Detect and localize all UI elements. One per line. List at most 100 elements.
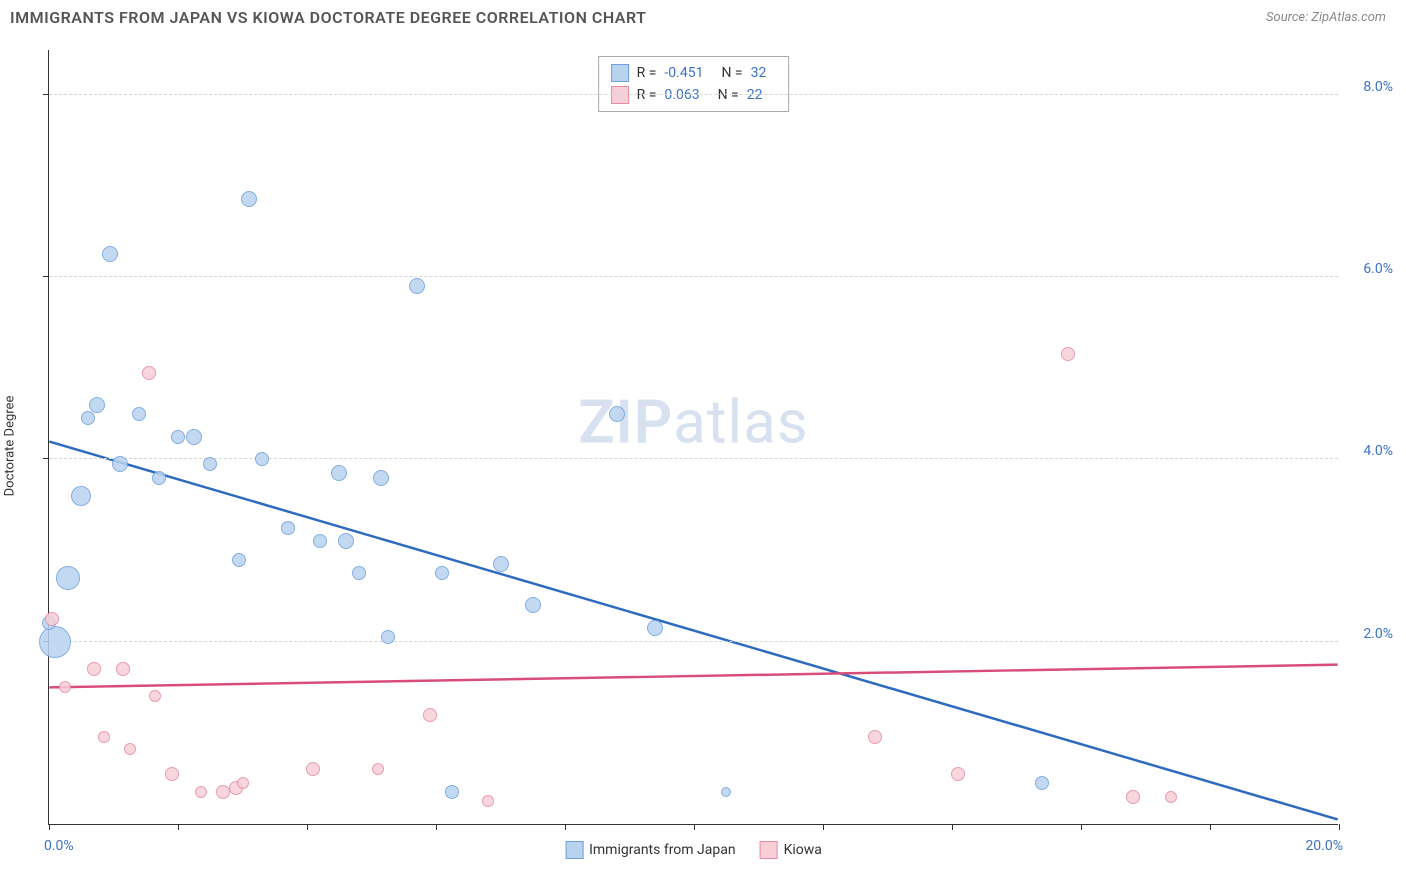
legend-label-1: Kiowa — [784, 842, 822, 858]
x-axis-max-label: 20.0% — [1305, 838, 1343, 854]
legend-r-val-1: 0.063 — [664, 87, 699, 103]
watermark-atlas: atlas — [673, 386, 808, 457]
scatter-point — [132, 407, 146, 421]
scatter-point — [1126, 790, 1140, 804]
scatter-point — [149, 690, 161, 702]
legend-item-0: Immigrants from Japan — [565, 841, 735, 859]
scatter-point — [89, 397, 105, 413]
scatter-chart: ZIPatlas R = -0.451 N = 32 R = 0.063 N =… — [48, 50, 1338, 825]
scatter-point — [306, 762, 320, 776]
y-axis-label: Doctorate Degree — [3, 396, 18, 497]
scatter-point — [409, 278, 425, 294]
scatter-point — [381, 630, 395, 644]
scatter-point — [171, 430, 185, 444]
scatter-point — [951, 767, 965, 781]
legend-swatch-series-1 — [611, 86, 629, 104]
legend-label-0: Immigrants from Japan — [589, 842, 735, 858]
legend-n-val-0: 32 — [751, 65, 767, 81]
scatter-point — [868, 730, 882, 744]
scatter-point — [152, 471, 166, 485]
scatter-point — [647, 620, 663, 636]
header: IMMIGRANTS FROM JAPAN VS KIOWA DOCTORATE… — [0, 0, 1406, 35]
x-axis-min-label: 0.0% — [44, 838, 74, 854]
y-tick-label: 6.0% — [1343, 261, 1393, 277]
scatter-point — [482, 795, 494, 807]
legend-r-label: R = — [637, 65, 657, 81]
scatter-point — [609, 406, 625, 422]
scatter-point — [81, 411, 95, 425]
scatter-point — [352, 566, 366, 580]
scatter-point — [435, 566, 449, 580]
scatter-point — [71, 486, 91, 506]
x-tick-mark — [436, 824, 437, 830]
legend-swatch-icon — [760, 841, 778, 859]
scatter-point — [372, 763, 384, 775]
legend-series: Immigrants from Japan Kiowa — [565, 841, 822, 859]
scatter-point — [1035, 776, 1049, 790]
scatter-point — [116, 662, 130, 676]
scatter-point — [87, 662, 101, 676]
scatter-point — [241, 191, 257, 207]
gridline — [49, 94, 1338, 95]
legend-row-series-1: R = 0.063 N = 22 — [611, 84, 777, 106]
x-tick-mark — [823, 824, 824, 830]
x-tick-mark — [1339, 824, 1340, 830]
y-tick-label: 4.0% — [1343, 443, 1393, 459]
y-tick-label: 2.0% — [1343, 626, 1393, 642]
scatter-point — [203, 457, 217, 471]
x-tick-mark — [1210, 824, 1211, 830]
legend-n-val-1: 22 — [747, 87, 763, 103]
chart-title: IMMIGRANTS FROM JAPAN VS KIOWA DOCTORATE… — [10, 8, 646, 27]
gridline — [49, 641, 1338, 642]
scatter-point — [255, 452, 269, 466]
x-tick-mark — [694, 824, 695, 830]
scatter-point — [98, 731, 110, 743]
scatter-point — [373, 470, 389, 486]
scatter-point — [59, 681, 71, 693]
scatter-point — [195, 786, 207, 798]
x-tick-mark — [307, 824, 308, 830]
scatter-point — [39, 626, 71, 658]
scatter-point — [112, 456, 128, 472]
x-tick-mark — [49, 824, 50, 830]
x-tick-mark — [565, 824, 566, 830]
scatter-point — [186, 429, 202, 445]
legend-stats: R = -0.451 N = 32 R = 0.063 N = 22 — [598, 56, 790, 112]
scatter-point — [445, 785, 459, 799]
legend-r-val-0: -0.451 — [664, 65, 703, 81]
scatter-point — [1165, 791, 1177, 803]
watermark-zip: ZIP — [578, 386, 673, 457]
watermark: ZIPatlas — [578, 386, 809, 457]
x-tick-mark — [1081, 824, 1082, 830]
legend-n-label: N = — [721, 65, 742, 81]
scatter-point — [525, 597, 541, 613]
scatter-point — [216, 785, 230, 799]
scatter-point — [313, 534, 327, 548]
source-label: Source: ZipAtlas.com — [1266, 10, 1386, 25]
legend-swatch-series-0 — [611, 64, 629, 82]
scatter-point — [45, 612, 59, 626]
y-tick-mark — [43, 94, 49, 95]
scatter-point — [338, 533, 354, 549]
legend-r-label: R = — [637, 87, 657, 103]
trend-line — [49, 442, 1337, 820]
trendlines — [49, 50, 1338, 824]
legend-item-1: Kiowa — [760, 841, 822, 859]
legend-row-series-0: R = -0.451 N = 32 — [611, 62, 777, 84]
scatter-point — [493, 556, 509, 572]
x-tick-mark — [952, 824, 953, 830]
scatter-point — [423, 708, 437, 722]
scatter-point — [102, 246, 118, 262]
gridline — [49, 276, 1338, 277]
legend-swatch-icon — [565, 841, 583, 859]
scatter-point — [232, 553, 246, 567]
trend-line — [49, 665, 1337, 688]
legend-n-label: N = — [718, 87, 739, 103]
y-tick-mark — [43, 458, 49, 459]
y-tick-mark — [43, 276, 49, 277]
x-tick-mark — [178, 824, 179, 830]
scatter-point — [142, 366, 156, 380]
gridline — [49, 458, 1338, 459]
scatter-point — [331, 465, 347, 481]
scatter-point — [237, 777, 249, 789]
